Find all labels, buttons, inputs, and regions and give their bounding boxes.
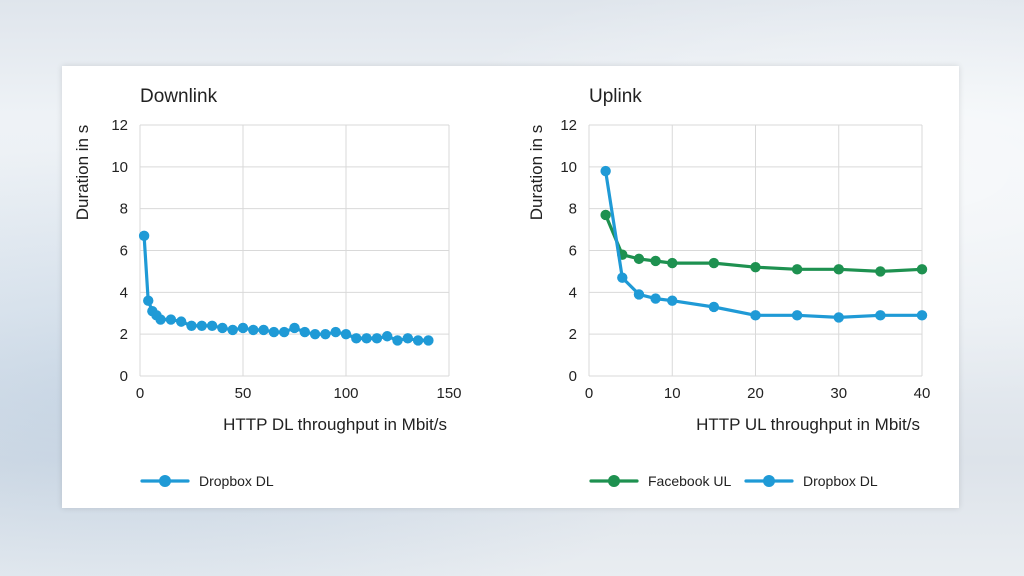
uplink-dropbox-dl-point [667, 295, 678, 306]
downlink-dropbox-dl-point [279, 326, 290, 338]
uplink-facebook-ul-point [633, 253, 645, 265]
downlink-y-tick-label: 10 [111, 159, 128, 176]
downlink-dropbox-dl-point [196, 320, 207, 331]
uplink-dropbox-dl-point [633, 289, 645, 300]
downlink-dropbox-dl-point [361, 333, 372, 344]
downlink-y-tick-label: 12 [111, 117, 128, 134]
downlink-y-axis-label: Duration in s [73, 125, 92, 220]
downlink-dropbox-dl-point [382, 331, 393, 342]
downlink-x-tick-label: 100 [333, 385, 358, 402]
downlink-dropbox-dl-point [186, 320, 197, 331]
downlink-y-tick-label: 8 [120, 201, 128, 218]
uplink-x-tick-label: 40 [914, 385, 931, 402]
uplink-y-tick-label: 10 [560, 159, 577, 176]
downlink-dropbox-dl-point [143, 295, 154, 306]
uplink-facebook-ul-point [600, 209, 611, 221]
downlink-dropbox-dl-point [217, 322, 228, 334]
downlink-dropbox-dl-point [392, 335, 403, 346]
uplink-dropbox-dl-point [617, 272, 628, 283]
uplink-x-tick-label: 0 [585, 385, 593, 402]
uplink-dropbox-dl-point [916, 310, 928, 321]
uplink-y-tick-label: 0 [569, 368, 577, 385]
downlink-dropbox-dl-point [237, 322, 249, 334]
downlink-dropbox-dl-point [309, 328, 321, 340]
downlink-x-tick-label: 150 [436, 385, 461, 402]
downlink-dropbox-dl-point [248, 324, 259, 336]
downlink-y-tick-label: 6 [120, 243, 128, 260]
uplink-chart-title: Uplink [589, 86, 642, 107]
uplink-x-tick-label: 20 [747, 385, 764, 402]
uplink-x-tick-label: 30 [830, 385, 847, 402]
downlink-x-axis-label: HTTP DL throughput in Mbit/s [223, 415, 447, 434]
downlink-dropbox-dl-point [340, 328, 352, 340]
downlink-dropbox-dl-point [412, 335, 424, 346]
uplink-dropbox-dl-point [650, 293, 661, 304]
uplink-facebook-ul-point [708, 257, 720, 269]
downlink-legend-dropbox-dl-label: Dropbox DL [199, 473, 274, 489]
uplink-facebook-ul-point [875, 266, 886, 277]
uplink-dropbox-dl-point [600, 165, 611, 177]
uplink-y-tick-label: 2 [569, 326, 577, 343]
downlink-x-tick-label: 50 [235, 385, 252, 402]
downlink-dropbox-dl-point [268, 326, 280, 338]
uplink-dropbox-dl-point [833, 312, 844, 323]
uplink-y-tick-label: 4 [569, 284, 577, 301]
downlink-y-tick-label: 4 [120, 284, 128, 301]
uplink-dropbox-dl-point [708, 301, 720, 313]
uplink-facebook-ul-point [667, 257, 678, 269]
downlink-dropbox-dl-point [165, 314, 177, 325]
uplink-dropbox-dl-point [791, 310, 803, 321]
downlink-y-tick-label: 0 [120, 368, 128, 385]
downlink-dropbox-dl-point [423, 335, 434, 346]
uplink-y-axis-label: Duration in s [527, 125, 546, 220]
uplink-facebook-ul-point [750, 262, 761, 273]
uplink-legend-facebook-ul-marker [608, 475, 620, 487]
uplink-facebook-ul-point [916, 264, 928, 275]
downlink-legend-dropbox-dl-marker [159, 475, 171, 487]
uplink-legend-facebook-ul-label: Facebook UL [648, 473, 731, 489]
downlink-chart-title: Downlink [140, 86, 218, 107]
downlink-dropbox-dl-point [258, 324, 269, 336]
uplink-dropbox-dl-point [875, 310, 886, 321]
uplink-x-axis-label: HTTP UL throughput in Mbit/s [696, 415, 920, 434]
downlink-dropbox-dl-point [402, 333, 413, 344]
uplink-y-tick-label: 6 [569, 243, 577, 260]
downlink-dropbox-dl-point [176, 316, 187, 327]
downlink-dropbox-dl-point [206, 320, 218, 331]
downlink-dropbox-dl-point [320, 328, 331, 340]
downlink-dropbox-dl-point [330, 326, 341, 338]
downlink-dropbox-dl-point [138, 230, 150, 242]
downlink-dropbox-dl-point [351, 333, 362, 344]
uplink-y-tick-label: 12 [560, 117, 577, 134]
downlink-dropbox-dl-point [155, 314, 166, 325]
chart-card [62, 66, 959, 508]
downlink-y-tick-label: 2 [120, 326, 128, 343]
uplink-x-tick-label: 10 [664, 385, 681, 402]
downlink-dropbox-dl-point [289, 322, 300, 334]
uplink-legend-dropbox-dl-marker [763, 475, 775, 487]
uplink-legend-dropbox-dl-label: Dropbox DL [803, 473, 878, 489]
downlink-dropbox-dl-point [371, 333, 383, 344]
uplink-y-tick-label: 8 [569, 201, 577, 218]
downlink-x-tick-label: 0 [136, 385, 144, 402]
uplink-dropbox-dl-point [750, 310, 761, 321]
uplink-facebook-ul-point [791, 264, 803, 275]
downlink-dropbox-dl-point [299, 326, 310, 338]
uplink-facebook-ul-point [833, 264, 844, 275]
downlink-dropbox-dl-point [227, 324, 238, 336]
uplink-facebook-ul-point [650, 255, 661, 267]
